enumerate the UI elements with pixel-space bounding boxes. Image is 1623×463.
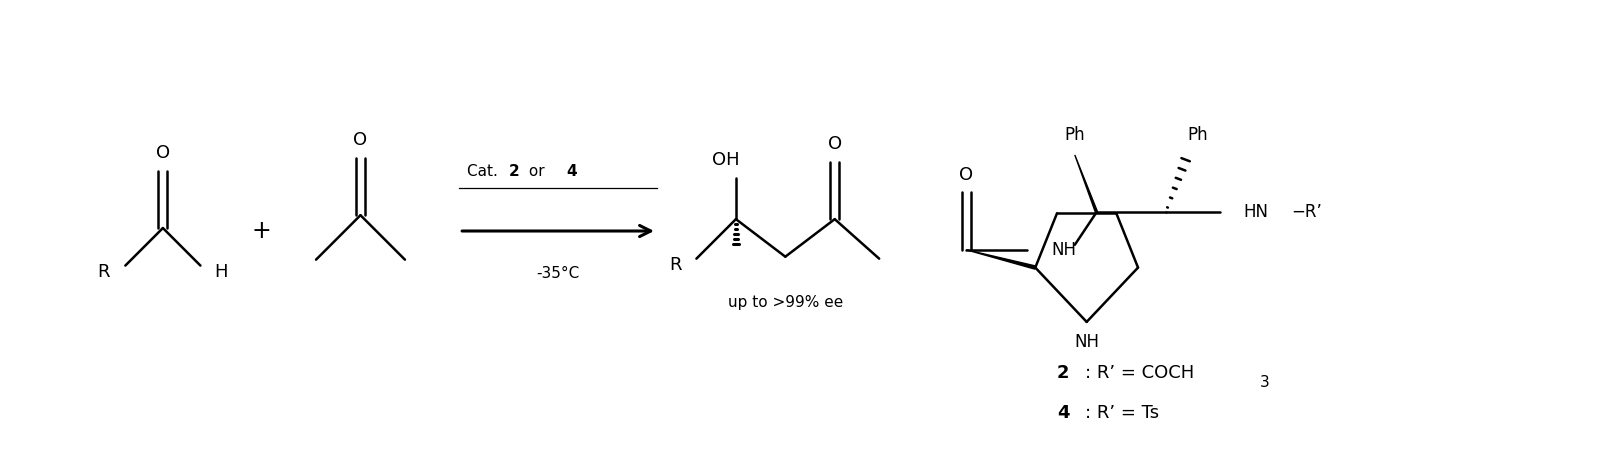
- Text: Ph: Ph: [1063, 126, 1084, 144]
- Text: NH: NH: [1050, 241, 1076, 259]
- Polygon shape: [966, 250, 1035, 269]
- Text: OH: OH: [712, 151, 740, 169]
- Text: -35°C: -35°C: [536, 266, 579, 281]
- Text: R: R: [97, 263, 109, 281]
- Text: 4: 4: [566, 164, 576, 179]
- Text: HN: HN: [1243, 203, 1268, 221]
- Text: up to >99% ee: up to >99% ee: [727, 294, 842, 310]
- Polygon shape: [1074, 155, 1097, 213]
- Text: Cat.: Cat.: [467, 164, 503, 179]
- Text: O: O: [828, 135, 841, 153]
- Text: 2: 2: [508, 164, 519, 179]
- Text: NH: NH: [1073, 332, 1099, 350]
- Text: Ph: Ph: [1186, 126, 1208, 144]
- Text: −R’: −R’: [1290, 203, 1321, 221]
- Text: 2: 2: [1057, 364, 1070, 382]
- Text: or: or: [524, 164, 550, 179]
- Text: H: H: [214, 263, 227, 281]
- Text: O: O: [354, 131, 367, 149]
- Text: O: O: [959, 166, 972, 184]
- Text: : R’ = Ts: : R’ = Ts: [1084, 404, 1159, 422]
- Text: : R’ = COCH: : R’ = COCH: [1084, 364, 1193, 382]
- Text: O: O: [156, 144, 170, 162]
- Text: +: +: [252, 219, 271, 243]
- Text: 4: 4: [1057, 404, 1070, 422]
- Text: R: R: [669, 256, 682, 274]
- Text: 3: 3: [1259, 375, 1269, 390]
